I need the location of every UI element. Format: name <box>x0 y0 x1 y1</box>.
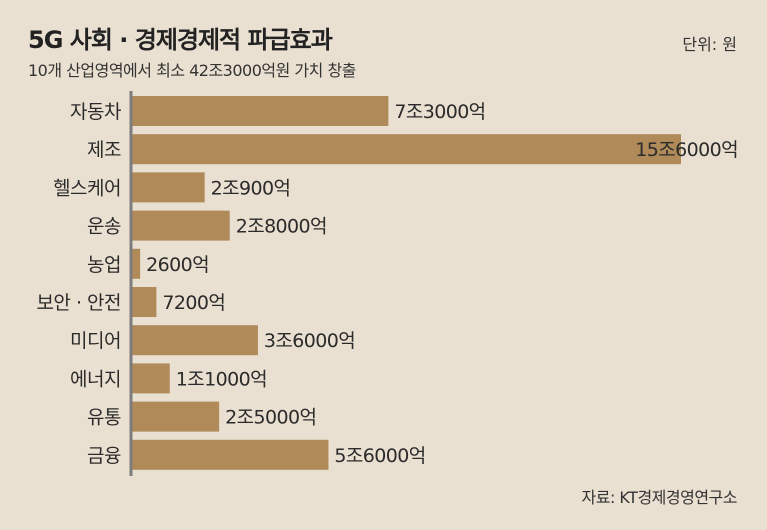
category-label: 보안 · 안전 <box>36 292 121 314</box>
source-note: 자료: KT경제경영연구소 <box>581 488 738 507</box>
value-label: 2600억 <box>146 254 209 276</box>
category-label: 자동차 <box>70 101 121 123</box>
bar <box>131 248 141 279</box>
value-label: 15조6000억 <box>635 139 738 161</box>
category-label: 에너지 <box>70 368 121 390</box>
bar <box>131 363 170 394</box>
value-label: 7조3000억 <box>394 101 485 123</box>
bar <box>131 401 220 432</box>
category-label: 운송 <box>87 216 121 238</box>
chart-title: 5G 사회 · 경제경제적 파급효과 <box>28 26 333 54</box>
value-label: 1조1000억 <box>176 368 267 390</box>
bar <box>131 287 157 317</box>
value-label: 2조900억 <box>211 177 291 199</box>
bar <box>131 439 329 470</box>
value-label: 2조8000억 <box>236 216 327 238</box>
bar <box>131 172 205 203</box>
category-label: 미디어 <box>70 330 121 352</box>
unit-label: 단위: 원 <box>682 35 737 54</box>
bar <box>131 96 389 126</box>
value-label: 3조6000억 <box>264 330 355 352</box>
bar <box>131 325 258 356</box>
bar <box>131 210 230 241</box>
chart-subtitle: 10개 산업영역에서 최소 42조3000억원 가치 창출 <box>28 61 356 80</box>
category-label: 헬스케어 <box>53 177 121 199</box>
value-label: 2조5000억 <box>225 407 316 429</box>
category-label: 유통 <box>87 407 121 429</box>
bar <box>131 134 681 165</box>
category-label: 금융 <box>87 445 121 467</box>
category-label: 농업 <box>87 254 121 276</box>
category-label: 제조 <box>87 139 121 161</box>
value-label: 7200억 <box>162 292 225 314</box>
value-label: 5조6000억 <box>334 445 425 467</box>
